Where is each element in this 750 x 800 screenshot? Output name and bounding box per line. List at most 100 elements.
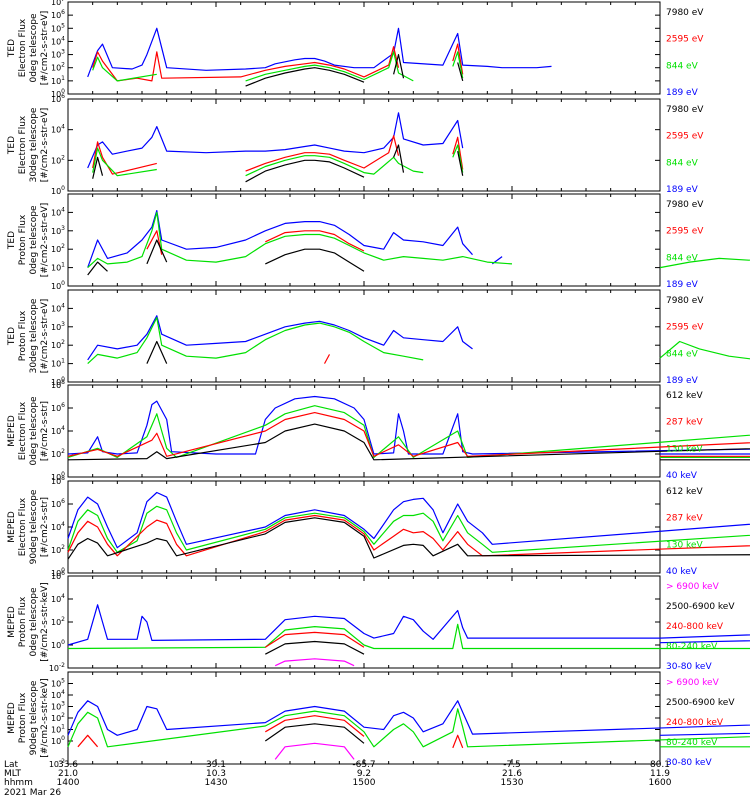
series-line [67,395,750,455]
y-tick-label: 100 [51,735,65,746]
y-axis-label: [#/cm2-s-str-eV] [40,203,50,278]
y-axis-label: [#/cm2-s-str-eV] [40,11,50,86]
series-line [274,742,355,760]
series-line [67,505,750,553]
panel-frame [67,671,661,765]
legend-entry: 287 keV [666,514,703,524]
y-tick-label: 100 [51,639,65,650]
y-tick-label: 105 [51,22,65,33]
x-tick-lat: 80.1 [650,760,670,770]
y-tick-label: 104 [51,521,65,532]
legend-entry: 240-800 keV [666,622,724,632]
legend-entry: 2595 eV [666,35,704,45]
y-axis-label: [#/cm2-s-str-keV] [40,678,50,757]
panel-5: 100 102 104 106 108 MEPED Electron Flux 0deg te… [7,379,750,482]
x-row-label: MLT [4,769,22,779]
y-axis-label: MEPED [7,511,17,543]
x-tick-mlt: 10.3 [206,769,226,779]
y-tick-label: 106 [51,9,65,20]
series-line [92,144,464,177]
y-tick-label: 102 [51,339,65,350]
y-tick-label: 106 [51,570,65,581]
y-tick-label: 10-2 [49,662,65,673]
y-tick-label: 101 [51,358,65,369]
y-tick-label: 104 [51,124,65,135]
series-line [67,405,750,458]
series-line [77,715,464,749]
legend-entry: 240-800 keV [666,718,724,728]
y-tick-label: 104 [51,425,65,436]
legend-entry: 844 eV [666,349,699,359]
x-tick-mlt: 11.9 [650,769,670,779]
y-axis-label: 0deg telescope [29,396,39,466]
series-line [92,135,464,175]
series-line [245,54,464,87]
y-tick-label: 107 [51,0,65,7]
y-tick-label: 104 [51,206,65,217]
legend-entry: 30-80 keV [666,758,712,768]
legend-entry: 189 eV [666,88,699,98]
x-row-label: hhmm [4,778,33,788]
panel-2: 100 102 104 106 TED Electron Flux 30deg telesc… [7,93,704,196]
series-line [87,210,503,268]
series-line [67,491,750,549]
panel-7: 10-2 100 102 104 106 MEPED Proton Flux 0deg tel… [7,570,750,673]
legend-entry: 612 keV [666,487,703,497]
y-tick-label: 101 [51,724,65,735]
y-axis-label: Proton Flux [18,310,28,361]
y-tick-label: 103 [51,321,65,332]
legend-entry: 30-80 keV [666,662,712,672]
x-tick-lat: -65.7 [352,760,375,770]
legend-entry: > 6900 keV [666,582,720,592]
legend-entry: 40 keV [666,567,698,577]
y-axis-label: 30deg telescope [29,298,39,373]
legend-entry: 130 keV [666,540,703,550]
y-tick-label: 100 [51,280,65,291]
panel-frame [67,1,661,95]
y-tick-label: 101 [51,262,65,273]
y-axis-label: 0deg telescope [29,205,39,275]
series-line [323,354,331,364]
y-axis-label: [#/cm2-s-str-eV] [40,299,50,374]
legend-entry: 7980 eV [666,296,704,306]
y-axis-label: TED [7,231,17,250]
panel-6: 100 102 104 106 108 MEPED Electron Flux 90deg t… [7,475,750,578]
y-tick-label: 108 [51,379,65,390]
series-line [67,423,750,461]
y-tick-label: 100 [51,471,65,482]
panel-frame [67,480,661,574]
y-axis-label: 30deg telescope [29,107,39,182]
series-line [265,640,365,655]
x-tick-hhmm: 1600 [649,778,672,788]
series-line [274,658,355,667]
x-tick-lat: 39.1 [206,760,226,770]
y-tick-label: 104 [51,35,65,46]
y-tick-label: 102 [51,243,65,254]
y-tick-label: 103 [51,701,65,712]
y-tick-label: 105 [51,678,65,689]
legend-entry: 2595 eV [666,227,704,237]
legend-entry: 40 keV [666,471,698,481]
series-line [264,723,365,744]
legend-entry: 130 keV [666,444,703,454]
series-line [87,239,365,276]
y-tick-label: 10-2 [49,758,65,769]
y-axis-label: Electron Flux [18,497,28,556]
legend-entry: 844 eV [666,61,699,71]
series-line [92,51,464,82]
x-tick-hhmm: 1400 [57,778,80,788]
x-tick-hhmm: 1430 [205,778,228,788]
y-axis-label: MEPED [7,415,17,447]
y-axis-label: [#/cm2-s-str] [40,497,50,557]
series-line [67,514,750,557]
x-tick-mlt: 21.0 [58,769,78,779]
y-axis-label: TED [7,136,17,155]
series-line [67,708,750,748]
y-tick-label: 106 [51,402,65,413]
series-line [92,144,464,183]
panel-3: 100 101 102 103 104 TED Proton Flux 0deg telesc… [7,193,750,291]
y-axis-label: Proton Flux [18,692,28,743]
